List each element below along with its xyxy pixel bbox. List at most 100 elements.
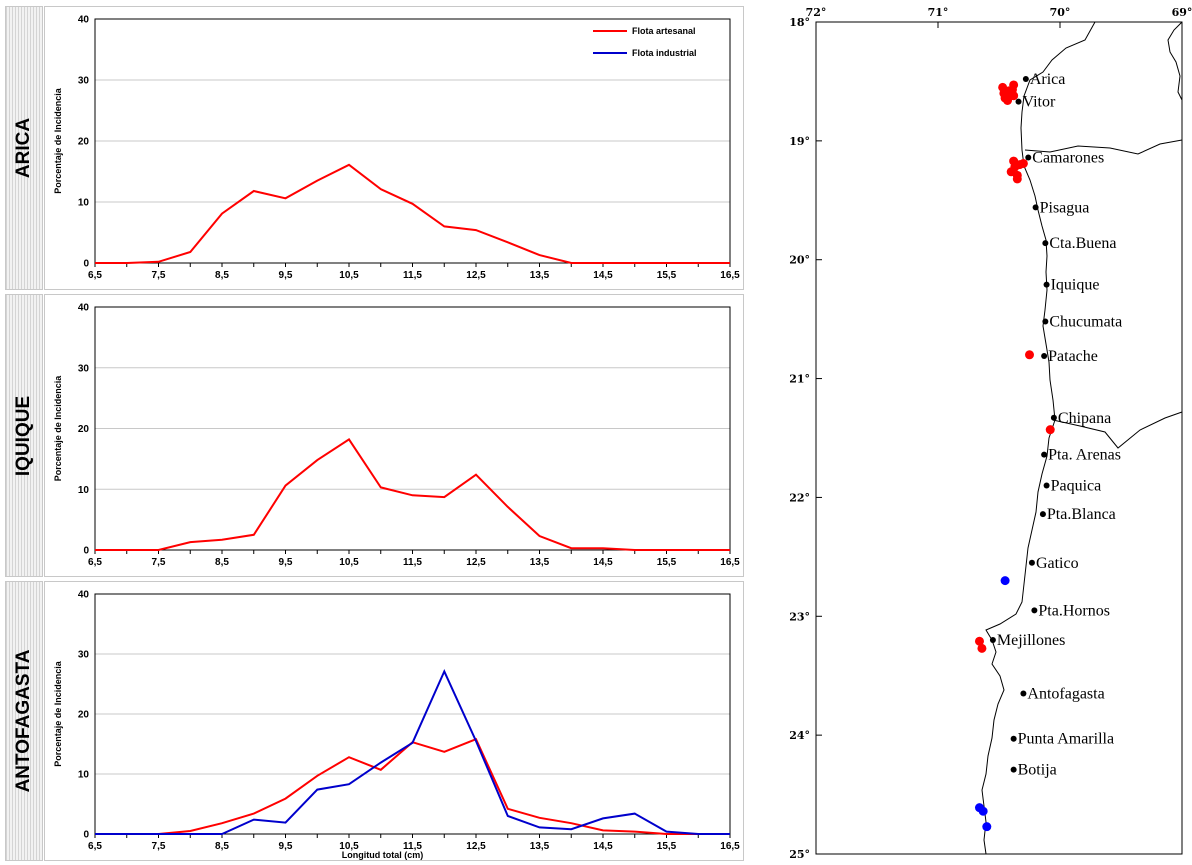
x-tick-label: 16,5	[720, 270, 740, 281]
y-tick-label: 0	[83, 259, 89, 270]
place-marker	[1031, 607, 1038, 614]
x-tick-label: 13,5	[530, 557, 550, 568]
industrial-sample-point	[978, 806, 988, 816]
latitude-label: 20°	[789, 254, 810, 267]
artisanal-sample-point	[1012, 174, 1022, 184]
industrial-sample-point	[1000, 576, 1010, 586]
industrial-sample-point	[982, 822, 992, 832]
place-name: Iquique	[1051, 277, 1100, 294]
place-name: Pisagua	[1040, 199, 1090, 216]
place-marker	[1043, 281, 1050, 288]
x-tick-label: 11,5	[403, 557, 422, 568]
y-tick-label: 40	[78, 590, 90, 601]
y-tick-label: 20	[78, 424, 90, 435]
x-tick-label: 7,5	[152, 841, 166, 852]
place-marker	[1032, 204, 1039, 211]
artisanal-sample-point	[974, 636, 984, 646]
place-marker	[1020, 690, 1027, 697]
antofagasta-region-tab: ANTOFAGASTA	[5, 581, 43, 861]
border-south	[1052, 411, 1183, 449]
x-tick-label: 9,5	[279, 270, 293, 281]
y-tick-label: 0	[83, 830, 89, 841]
antofagasta-chart: 0 10 20 30 40 6,5 7,5 8,5 9,5 10,5 11,5 12,5 13,5 14,…	[53, 590, 740, 861]
place-name: Cta.Buena	[1049, 235, 1116, 252]
border-upper	[1167, 21, 1183, 101]
artisanal-sample-point	[1025, 350, 1034, 360]
latitude-label: 21°	[789, 373, 810, 386]
latitude-label: 22°	[789, 491, 810, 504]
x-tick-label: 15,5	[657, 841, 677, 852]
y-tick-label: 20	[78, 137, 90, 148]
x-tick-label: 16,5	[720, 557, 740, 568]
longitude-label: 72°	[806, 6, 827, 19]
coastline	[981, 21, 1096, 855]
artisanal-sample-point	[1045, 425, 1055, 435]
y-tick-label: 10	[78, 198, 90, 209]
y-tick-label: 10	[78, 485, 90, 496]
x-tick-label: 10,5	[339, 557, 359, 568]
place-marker	[1041, 451, 1048, 458]
iquique-region-label: IQUIQUE	[13, 395, 34, 476]
arica-chart: 0 10 20 30 40 6,5 7,5 8,5 9,5 10,5 11,5 12,5 13,5 14,…	[53, 15, 740, 282]
latitude-label: 19°	[789, 135, 810, 148]
longitude-label: 69°	[1172, 6, 1192, 19]
y-tick-label: 20	[78, 710, 90, 721]
place-marker	[1050, 414, 1057, 421]
artisanal-sample-point	[977, 643, 987, 653]
legend-entry: Flota industrial	[632, 48, 697, 58]
x-tick-label: 12,5	[466, 557, 486, 568]
antofagasta-chart-frame: 0 10 20 30 40 6,5 7,5 8,5 9,5 10,5 11,5 12,5 13,5 14,…	[44, 581, 744, 861]
y-tick-label: 10	[78, 770, 90, 781]
place-marker	[1010, 766, 1017, 773]
x-tick-label: 7,5	[152, 557, 166, 568]
legend-entry: Flota artesanal	[632, 26, 696, 36]
place-name: Pta.Blanca	[1047, 506, 1116, 523]
place-marker	[1028, 559, 1035, 566]
y-tick-label: 30	[78, 363, 90, 374]
x-tick-label: 14,5	[593, 841, 613, 852]
place-name: Mejillones	[997, 632, 1065, 649]
place-name: Arica	[1030, 71, 1066, 88]
x-tick-label: 6,5	[88, 841, 102, 852]
x-tick-label: 6,5	[88, 557, 102, 568]
place-marker	[1015, 98, 1022, 105]
map-ticks: 72° 71° 70° 69° 18° 19° 20° 21° 22° 23° 24° 25°	[789, 6, 1192, 861]
iquique-region-tab: IQUIQUE	[5, 294, 43, 577]
x-tick-label: 11,5	[403, 270, 422, 281]
place-marker	[1042, 318, 1049, 325]
x-tick-label: 15,5	[657, 270, 677, 281]
x-tick-label: 8,5	[215, 841, 229, 852]
arica-chart-frame: 0 10 20 30 40 6,5 7,5 8,5 9,5 10,5 11,5 12,5 13,5 14,…	[44, 6, 744, 290]
place-marker	[1025, 154, 1032, 161]
border-north	[1024, 139, 1183, 155]
y-tick-label: 30	[78, 650, 90, 661]
y-tick-label: 40	[78, 303, 90, 314]
x-tick-label: 16,5	[720, 841, 740, 852]
antofagasta-region-label: ANTOFAGASTA	[13, 649, 34, 793]
y-axis-label: Porcentaje de Incidencia	[53, 375, 63, 482]
iquique-chart-frame: 0 10 20 30 40 6,5 7,5 8,5 9,5 10,5 11,5 12,5 13,5 14,…	[44, 294, 744, 577]
x-tick-label: 6,5	[88, 270, 102, 281]
place-name: Camarones	[1032, 149, 1104, 166]
x-tick-label: 14,5	[593, 557, 613, 568]
longitude-label: 70°	[1050, 6, 1071, 19]
latitude-label: 24°	[789, 729, 810, 742]
latitude-label: 23°	[789, 610, 810, 623]
latitude-label: 25°	[789, 848, 810, 861]
y-tick-label: 0	[83, 546, 89, 557]
artisanal-sample-point	[1009, 80, 1019, 90]
map-places: Arica Vitor Camarones Pisagua Cta.Buena Iquiq…	[989, 71, 1122, 779]
place-name: Vitor	[1023, 94, 1056, 111]
y-tick-label: 40	[78, 15, 90, 26]
y-axis-label: Porcentaje de Incidencia	[53, 660, 63, 767]
place-name: Pta. Arenas	[1048, 447, 1121, 464]
longitude-label: 71°	[928, 6, 949, 19]
x-tick-label: 13,5	[530, 270, 550, 281]
x-tick-label: 10,5	[339, 270, 359, 281]
x-axis-label: Longitud total (cm)	[342, 850, 423, 860]
x-tick-label: 13,5	[530, 841, 550, 852]
x-tick-label: 12,5	[466, 270, 486, 281]
series-line	[95, 438, 730, 551]
place-marker	[1022, 76, 1029, 83]
iquique-panel: IQUIQUE 0 10 20 30 40 6,5 7,5 8,5 9,5 10,5 11,5 12,…	[0, 291, 745, 578]
